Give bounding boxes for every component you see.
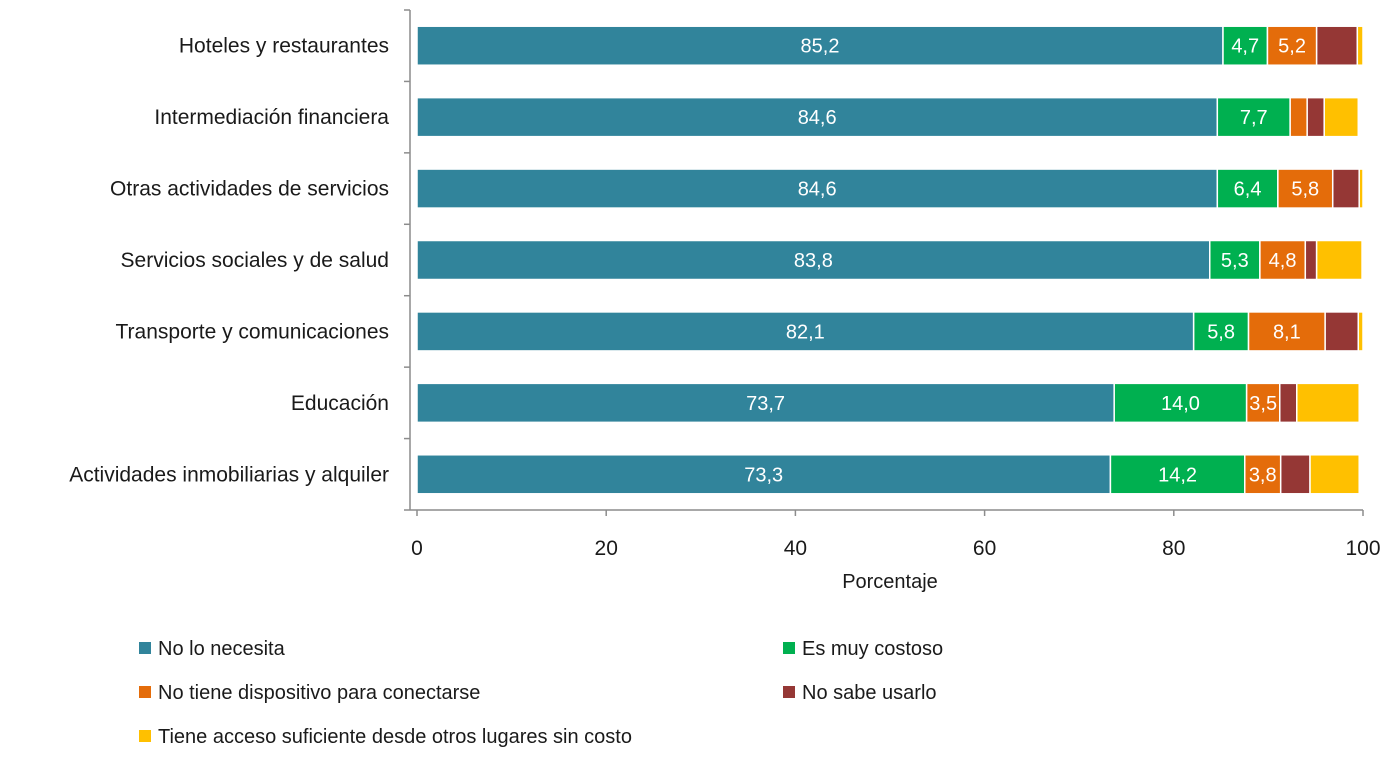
bar-data-label: 73,7 — [746, 393, 785, 415]
category-label: Transporte y comunicaciones — [115, 320, 389, 343]
bar-data-label: 5,3 — [1221, 250, 1249, 272]
bar-segment — [1247, 311, 1326, 352]
bar-segment — [1356, 25, 1364, 66]
bar-data-label: 8,1 — [1273, 321, 1301, 343]
legend-swatch — [783, 642, 795, 654]
x-tick-label: 0 — [411, 537, 423, 560]
bar-data-label: 3,5 — [1249, 393, 1277, 415]
x-tick-label: 60 — [973, 537, 996, 560]
bar-data-label: 7,7 — [1240, 107, 1268, 129]
legend-label: Es muy costoso — [802, 638, 943, 660]
bar-segment — [1109, 454, 1246, 495]
category-label: Educación — [291, 392, 389, 415]
bar-data-label: 4,8 — [1269, 250, 1297, 272]
bar-data-label: 82,1 — [786, 321, 825, 343]
axis-layer: Porcentaje Hoteles y restaurantes Interme… — [69, 9, 1381, 593]
bar-segment — [1216, 96, 1291, 138]
x-axis-title: Porcentaje — [842, 571, 938, 593]
bar-data-label: 73,3 — [744, 464, 783, 486]
bar-data-label: 83,8 — [794, 250, 833, 272]
bar-segment — [416, 25, 1224, 66]
x-tick-label: 80 — [1162, 537, 1185, 560]
bar-segment — [1277, 168, 1334, 209]
legend-item: Es muy costoso — [783, 638, 943, 660]
bar-segment — [1306, 96, 1325, 138]
bar-data-label: 4,7 — [1231, 36, 1259, 58]
legend-swatch — [783, 686, 795, 698]
bar-data-label: 85,2 — [801, 36, 840, 58]
x-tick-label: 40 — [784, 537, 807, 560]
bar-segment — [416, 239, 1211, 281]
legend-swatch — [139, 642, 151, 654]
bar-segment — [416, 311, 1195, 352]
bar-segment — [1216, 168, 1279, 209]
bar-segment — [416, 454, 1112, 495]
bar-data-label: 5,2 — [1278, 36, 1306, 58]
bar-segment — [1324, 311, 1360, 352]
bar-data-label: 84,6 — [798, 107, 837, 129]
legend-swatch — [139, 686, 151, 698]
legend-label: No tiene dispositivo para conectarse — [158, 682, 480, 704]
bar-segment — [1309, 454, 1360, 495]
category-label: Otras actividades de servicios — [110, 178, 389, 201]
bar-segment — [1315, 25, 1359, 66]
bar-segment — [1279, 454, 1311, 495]
bar-segment — [1208, 239, 1261, 281]
bar-segment — [1315, 239, 1363, 281]
legend-item: Tiene acceso suficiente desde otros luga… — [139, 726, 632, 748]
bar-segment — [1358, 168, 1364, 209]
bar-data-label: 14,2 — [1158, 464, 1197, 486]
category-label: Actividades inmobiliarias y alquiler — [69, 463, 389, 486]
category-label: Servicios sociales y de salud — [121, 249, 389, 272]
bar-segment — [1222, 25, 1269, 66]
bar-data-label: 84,6 — [798, 179, 837, 201]
bar-segment — [1266, 25, 1318, 66]
bar-segment — [1323, 96, 1360, 138]
legend-item: No lo necesita — [139, 638, 286, 660]
bar-segment — [416, 168, 1219, 209]
bar-segment — [1245, 382, 1281, 424]
category-label: Intermediación financiera — [154, 106, 389, 129]
bar-segment — [1244, 454, 1282, 495]
bar-data-label: 6,4 — [1234, 179, 1262, 201]
legend-label: Tiene acceso suficiente desde otros luga… — [158, 726, 632, 748]
bar-data-label: 5,8 — [1291, 179, 1319, 201]
bar-data-label: 5,8 — [1207, 321, 1235, 343]
bar-segment — [1289, 96, 1308, 138]
legend: No lo necesita Es muy costoso No tiene dis… — [139, 638, 943, 748]
bar-data-label: 14,0 — [1161, 393, 1200, 415]
bar-segment — [1331, 168, 1360, 209]
bar-segment — [1279, 382, 1298, 424]
legend-label: No lo necesita — [158, 638, 286, 660]
bar-segment — [1304, 239, 1318, 281]
legend-swatch — [139, 730, 151, 742]
bar-segment — [1192, 311, 1250, 352]
x-tick-label: 100 — [1345, 537, 1380, 560]
legend-label: No sabe usarlo — [802, 682, 937, 704]
bar-data-label: 3,8 — [1249, 464, 1277, 486]
bar-segment — [1296, 382, 1360, 424]
bars-layer: 85,2 4,7 5,2 84,6 7,7 84,6 6,4 5,8 83,8 5,3 4,8 82,… — [416, 25, 1364, 495]
legend-item: No sabe usarlo — [783, 682, 937, 704]
legend-item: No tiene dispositivo para conectarse — [139, 682, 480, 704]
bar-segment — [1357, 311, 1364, 352]
x-tick-label: 20 — [595, 537, 618, 560]
bar-segment — [1113, 382, 1248, 424]
category-label: Hoteles y restaurantes — [179, 35, 389, 58]
